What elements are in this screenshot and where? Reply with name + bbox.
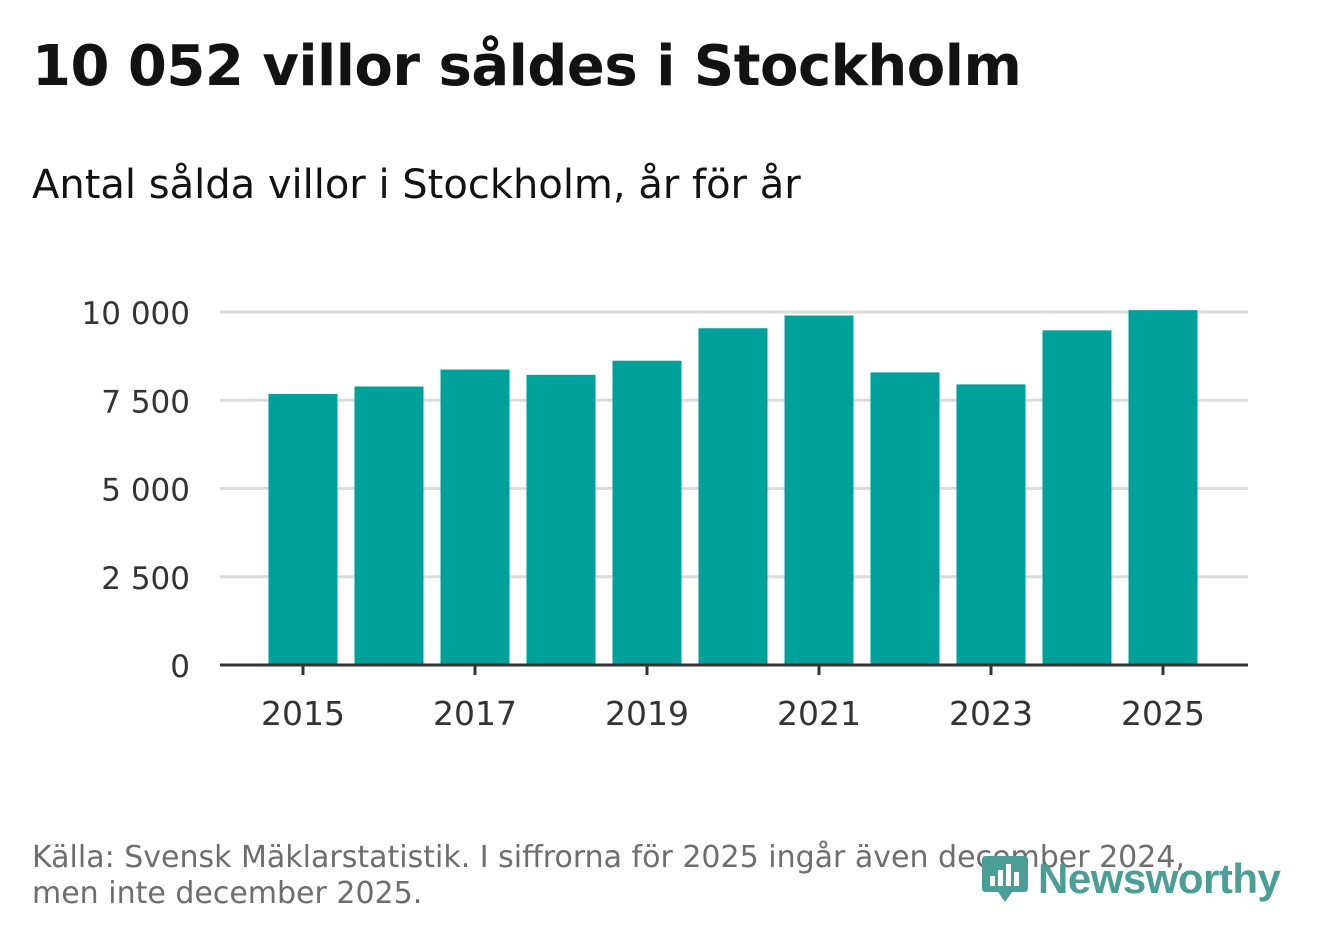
footnote-line-2: men inte december 2025.: [32, 876, 423, 911]
bar-2018: [526, 374, 596, 665]
y-tick-label: 0: [170, 649, 190, 685]
bar-2022: [870, 372, 940, 665]
bar-chart-badge-icon: [982, 856, 1028, 902]
x-tick-label: 2015: [261, 694, 345, 733]
logo-text: Newsworthy: [1038, 855, 1281, 902]
x-tick-label: 2023: [949, 694, 1033, 733]
chart-title: 10 052 villor såldes i Stockholm: [32, 34, 1022, 99]
x-tick-label: 2021: [777, 694, 861, 733]
y-tick-label: 2 500: [101, 561, 190, 597]
bar-2015: [268, 393, 338, 665]
bar-2025: [1128, 310, 1198, 665]
bar-2020: [698, 328, 768, 665]
bar-2023: [956, 384, 1026, 665]
x-tick-label: 2017: [433, 694, 517, 733]
bar-2016: [354, 386, 424, 665]
x-tick-label: 2025: [1121, 694, 1205, 733]
x-tick-label: 2019: [605, 694, 689, 733]
chart-subtitle: Antal sålda villor i Stockholm, år för å…: [32, 162, 801, 208]
y-tick-label: 7 500: [101, 384, 190, 420]
bar-2024: [1042, 330, 1112, 665]
bar-2017: [440, 369, 510, 665]
newsworthy-logo: Newsworthy: [980, 852, 1281, 906]
bar-2021: [784, 315, 854, 665]
bar-2019: [612, 360, 682, 665]
y-tick-label: 10 000: [82, 296, 190, 332]
y-tick-label: 5 000: [101, 473, 190, 509]
bar-chart: 0 2 500 5 000 7 500 10 000 2015 2017 2019 2021 20…: [82, 296, 1248, 733]
